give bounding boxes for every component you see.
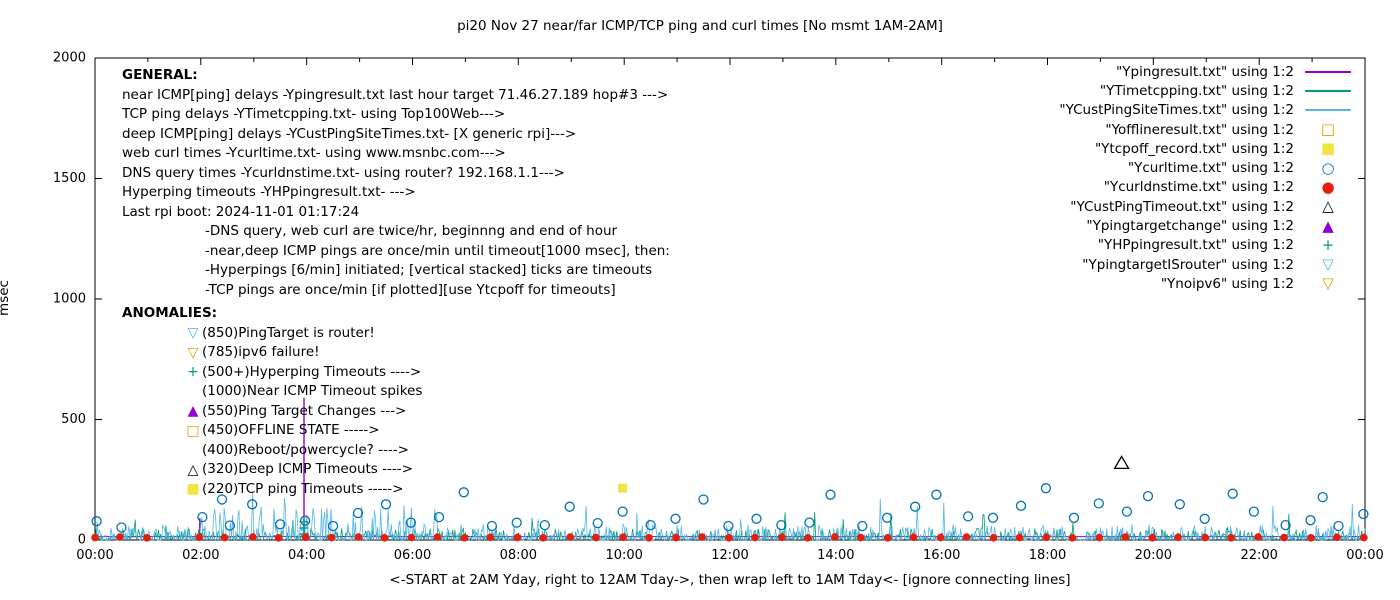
legend-label: "Ytcpoff_record.txt" using 1:2 (1094, 140, 1294, 157)
general-line: DNS query times -Ycurldnstime.txt- using… (122, 164, 565, 181)
anomaly-label: (785)ipv6 failure! (202, 344, 320, 360)
legend-row: "YpingtargetISrouter" using 1:2 ▽ (1059, 255, 1362, 274)
ping-target-change-icon: ▲ (187, 403, 199, 420)
legend-row: "Ynoipv6" using 1:2 ▽ (1059, 274, 1362, 293)
legend-label: "Yofflineresult.txt" using 1:2 (1105, 121, 1294, 138)
svg-text:06:00: 06:00 (394, 548, 431, 563)
svg-text:0: 0 (78, 533, 86, 548)
svg-text:2000: 2000 (53, 51, 86, 66)
svg-text:16:00: 16:00 (923, 548, 960, 563)
anomaly-row: ▲ (550)Ping Target Changes ---> (184, 402, 422, 422)
anomaly-label: (850)PingTarget is router! (202, 324, 375, 341)
anomaly-row: (400)Reboot/powercycle? ----> (184, 441, 422, 461)
svg-text:08:00: 08:00 (500, 548, 537, 563)
legend-label: "YHPpingresult.txt" using 1:2 (1097, 237, 1294, 254)
svg-text:00:00: 00:00 (1346, 548, 1383, 563)
svg-text:10:00: 10:00 (605, 548, 642, 563)
general-heading: GENERAL: (122, 67, 198, 83)
general-note: -TCP pings are once/min [if plotted][use… (205, 281, 616, 298)
anomaly-label: (1000)Near ICMP Timeout spikes (202, 383, 423, 399)
general-note: -Hyperpings [6/min] initiated; [vertical… (205, 262, 653, 278)
legend-row: "YCustPingSiteTimes.txt" using 1:2 (1059, 101, 1362, 120)
legend-label: "YCustPingTimeout.txt" using 1:2 (1070, 198, 1294, 215)
legend-row: "Ypingresult.txt" using 1:2 (1059, 62, 1362, 81)
legend-label: "YCustPingSiteTimes.txt" using 1:2 (1059, 102, 1294, 119)
deep-icmp-timeout-icon: △ (187, 461, 199, 478)
down-triangle-orange-sample-icon: ▽ (1322, 274, 1334, 293)
general-note: -near,deep ICMP pings are once/min until… (205, 242, 670, 259)
svg-text:1500: 1500 (53, 171, 86, 186)
legend-row: "YHPpingresult.txt" using 1:2 + (1059, 236, 1362, 255)
legend-label: "Ycurldnstime.txt" using 1:2 (1103, 179, 1294, 196)
legend-row: "YTimetcpping.txt" using 1:2 (1059, 81, 1362, 100)
svg-text:500: 500 (61, 412, 86, 427)
legend-label: "Ypingtargetchange" using 1:2 (1086, 218, 1294, 235)
general-note: -DNS query, web curl are twice/hr, begin… (205, 223, 618, 239)
svg-text:22:00: 22:00 (1240, 548, 1277, 563)
anomaly-row: + (500+)Hyperping Timeouts ----> (184, 363, 422, 383)
filled-square-sample-icon: ■ (1320, 139, 1336, 158)
open-circle-sample-icon: ○ (1321, 158, 1335, 177)
anomaly-label: (500+)Hyperping Timeouts ----> (202, 363, 422, 380)
lightblue-line-sample-icon (1294, 103, 1362, 118)
anomaly-row: ▽ (785)ipv6 failure! (184, 343, 422, 363)
svg-text:1000: 1000 (53, 292, 86, 307)
purple-line-sample-icon (1294, 64, 1362, 79)
svg-text:20:00: 20:00 (1135, 548, 1172, 563)
anomaly-row: ■ (220)TCP ping Timeouts -----> (184, 480, 422, 500)
anomaly-row: △ (320)Deep ICMP Timeouts ----> (184, 460, 422, 480)
legend-row: "Ytcpoff_record.txt" using 1:2 ■ (1059, 139, 1362, 158)
filled-circle-sample-icon: ● (1321, 177, 1335, 196)
anomaly-label: (220)TCP ping Timeouts -----> (202, 480, 404, 497)
general-line: Hyperping timeouts -YHPpingresult.txt- -… (122, 184, 416, 200)
open-square-sample-icon: □ (1320, 120, 1336, 139)
general-line: TCP ping delays -YTimetcpping.txt- using… (122, 106, 506, 122)
ipv6-failure-icon: ▽ (187, 344, 199, 361)
svg-text:00:00: 00:00 (76, 548, 113, 563)
anomalies-heading: ANOMALIES: (122, 305, 218, 321)
offline-state-icon: □ (186, 422, 200, 439)
anomaly-label: (550)Ping Target Changes ---> (202, 402, 407, 419)
legend-label: "YpingtargetISrouter" using 1:2 (1082, 256, 1294, 273)
anomaly-label: (450)OFFLINE STATE -----> (202, 422, 380, 438)
pingtarget-router-icon: ▽ (187, 325, 199, 342)
legend-label: "Ypingresult.txt" using 1:2 (1116, 63, 1294, 80)
anomaly-row: (1000)Near ICMP Timeout spikes (184, 382, 422, 402)
legend-row: "Yofflineresult.txt" using 1:2 □ (1059, 120, 1362, 139)
hyperping-timeout-icon: + (187, 364, 199, 381)
general-line: Last rpi boot: 2024-11-01 01:17:24 (122, 203, 360, 220)
legend-label: "Ycurltime.txt" using 1:2 (1127, 160, 1294, 177)
legend-label: "YTimetcpping.txt" using 1:2 (1099, 82, 1294, 99)
svg-text:04:00: 04:00 (288, 548, 325, 563)
legend-row: "Ycurldnstime.txt" using 1:2 ● (1059, 178, 1362, 197)
down-triangle-lightblue-sample-icon: ▽ (1322, 255, 1334, 274)
legend-row: "Ycurltime.txt" using 1:2 ○ (1059, 158, 1362, 177)
general-block: GENERAL: near ICMP[ping] delays -Ypingre… (122, 66, 670, 300)
legend-label: "Ynoipv6" using 1:2 (1160, 275, 1294, 292)
svg-text:14:00: 14:00 (817, 548, 854, 563)
tcp-ping-timeout-icon: ■ (186, 481, 200, 498)
general-line: near ICMP[ping] delays -Ypingresult.txt … (122, 86, 669, 103)
legend: "Ypingresult.txt" using 1:2 "YTimetcppin… (1059, 62, 1362, 294)
open-triangle-sample-icon: △ (1322, 197, 1334, 216)
x-axis-caption: <-START at 2AM Yday, right to 12AM Tday-… (389, 572, 1071, 588)
legend-row: "YCustPingTimeout.txt" using 1:2 △ (1059, 197, 1362, 216)
general-line: web curl times -Ycurltime.txt- using www… (122, 145, 506, 161)
filled-triangle-sample-icon: ▲ (1322, 216, 1334, 235)
anomaly-row: ▽ (850)PingTarget is router! (184, 324, 422, 344)
legend-row: "Ypingtargetchange" using 1:2 ▲ (1059, 216, 1362, 235)
svg-text:18:00: 18:00 (1029, 548, 1066, 563)
green-line-sample-icon (1294, 83, 1362, 98)
general-line: deep ICMP[ping] delays -YCustPingSiteTim… (122, 125, 577, 142)
anomalies-block: ANOMALIES: ▽ (850)PingTarget is router! … (122, 304, 422, 499)
anomaly-label: (320)Deep ICMP Timeouts ----> (202, 461, 413, 477)
anomaly-label: (400)Reboot/powercycle? ----> (202, 441, 409, 458)
chart-title: pi20 Nov 27 near/far ICMP/TCP ping and c… (457, 18, 943, 34)
anomaly-row: □ (450)OFFLINE STATE -----> (184, 421, 422, 441)
svg-text:02:00: 02:00 (182, 548, 219, 563)
plus-sample-icon: + (1321, 235, 1335, 254)
svg-text:12:00: 12:00 (711, 548, 748, 563)
